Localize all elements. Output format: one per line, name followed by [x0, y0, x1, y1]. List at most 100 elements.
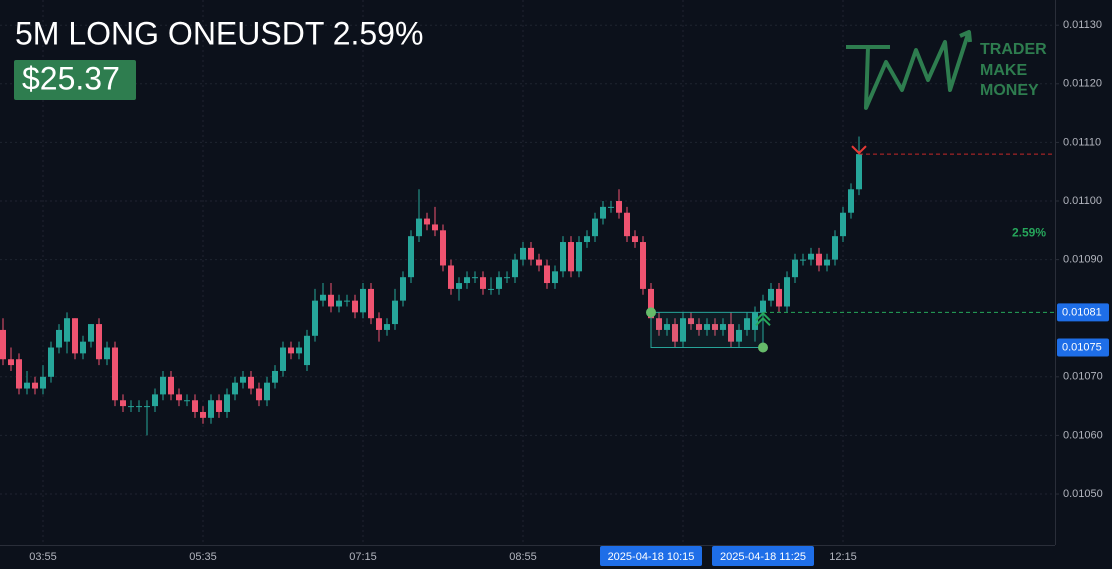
candle-body	[816, 253, 822, 266]
candle-body	[448, 265, 454, 289]
candle-body	[352, 300, 358, 313]
candle-body	[224, 394, 230, 412]
candle-body	[240, 376, 246, 383]
candle-body	[408, 236, 414, 278]
y-tick-label: 0.01090	[1063, 254, 1103, 266]
candle-body	[48, 347, 54, 377]
candle-body	[400, 277, 406, 301]
candle-body	[584, 236, 590, 243]
candle-body	[544, 265, 550, 284]
price-badge	[1057, 303, 1109, 322]
candle-body	[96, 324, 102, 360]
y-tick-label: 0.01120	[1063, 78, 1102, 90]
candle-body	[536, 259, 542, 266]
candle-body	[528, 247, 534, 260]
candle-body	[120, 400, 126, 407]
candle-body	[424, 218, 430, 225]
x-tick-label: 03:55	[29, 551, 57, 563]
candle-body	[280, 347, 286, 371]
candle-body	[192, 400, 198, 412]
candle-body	[760, 300, 766, 313]
entry-arrow	[755, 311, 771, 327]
candle-body	[800, 259, 806, 261]
y-tick-label: 0.01100	[1063, 195, 1102, 207]
logo: TRADER MAKE MONEY	[846, 30, 1047, 110]
candle-body	[576, 242, 582, 272]
candle-body	[328, 294, 334, 307]
candle-body	[824, 259, 830, 266]
candle-body	[24, 382, 30, 389]
candle-body	[856, 154, 862, 190]
candle-body	[168, 376, 174, 395]
candle-body	[840, 212, 846, 237]
candle-body	[608, 206, 614, 208]
candle-body	[80, 341, 86, 354]
candle-body	[344, 300, 350, 302]
y-tick-label: 0.01050	[1063, 488, 1103, 500]
candle-body	[304, 335, 310, 366]
candle-body	[256, 388, 262, 401]
candle-body	[704, 324, 710, 330]
candle-body	[696, 324, 702, 330]
candle-body	[648, 288, 654, 319]
chart-title: 5M LONG ONEUSDT 2.59%	[15, 15, 423, 51]
candle-body	[368, 288, 374, 319]
candle-body	[616, 201, 622, 213]
candle-body	[656, 318, 662, 330]
range-dot	[758, 342, 768, 353]
candle-body	[464, 277, 470, 284]
candle-body	[88, 324, 94, 342]
range-box	[650, 311, 764, 349]
candle-body	[600, 206, 606, 219]
candle-body	[56, 329, 62, 348]
candle-body	[520, 247, 526, 260]
y-tick-label: 0.01070	[1063, 371, 1103, 383]
candle-body	[232, 382, 238, 395]
pnl-badge	[14, 60, 136, 100]
candle-body	[624, 212, 630, 237]
candle-body	[456, 283, 462, 289]
candle-body	[336, 300, 342, 307]
candle-body	[16, 359, 22, 389]
logo-text: MONEY	[980, 82, 1039, 99]
x-tick-label: 05:35	[189, 551, 217, 563]
candle-body	[272, 370, 278, 383]
y-tick-label: 0.01130	[1063, 19, 1102, 31]
candle-body	[200, 411, 206, 418]
y-tick-label: 0.01110	[1063, 136, 1101, 148]
candle-body	[40, 376, 46, 389]
candle-body	[432, 224, 438, 231]
candle-body	[152, 394, 158, 407]
candle-body	[712, 324, 718, 330]
candle-body	[112, 347, 118, 401]
time-marker-badge	[712, 546, 814, 566]
candle-body	[736, 329, 742, 342]
candle-body	[680, 318, 686, 342]
candle-body	[472, 277, 478, 279]
candle-body	[632, 236, 638, 243]
candle-body	[440, 230, 446, 266]
candle-body	[248, 376, 254, 389]
candle-body	[320, 294, 326, 301]
candle-body	[664, 324, 670, 330]
candle-body	[808, 253, 814, 260]
candle-body	[512, 259, 518, 278]
candles	[0, 136, 862, 436]
candle-body	[728, 324, 734, 342]
candle-body	[392, 300, 398, 325]
x-tick-label: 08:55	[509, 551, 537, 563]
candle-body	[384, 324, 390, 330]
y-tick-label: 0.01060	[1063, 429, 1103, 441]
candle-body	[568, 242, 574, 272]
candle-body	[376, 318, 382, 330]
candle-body	[128, 406, 134, 408]
candle-body	[672, 324, 678, 342]
candle-body	[104, 347, 110, 360]
x-tick-label: 2025-04-18 10:15	[608, 551, 695, 563]
candle-body	[144, 406, 150, 408]
candle-body	[208, 400, 214, 418]
candle-body	[488, 288, 494, 290]
